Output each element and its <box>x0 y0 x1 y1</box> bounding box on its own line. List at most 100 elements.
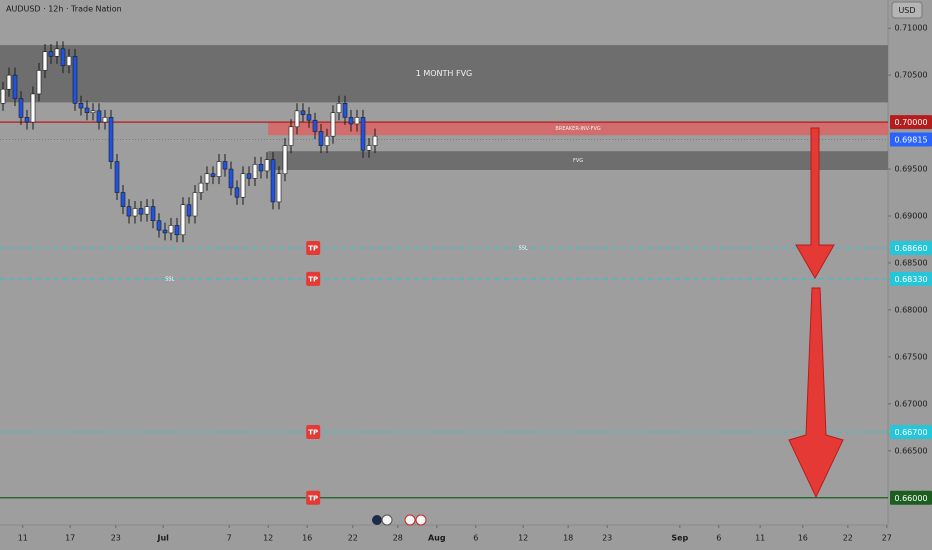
x-tick-label: 6 <box>716 534 721 543</box>
icons <box>372 514 427 526</box>
x-tick-label: 23 <box>111 534 121 543</box>
candle-body <box>60 48 66 67</box>
x-tick-label: 17 <box>65 534 75 543</box>
y-tick-label: 0.68000 <box>894 305 927 314</box>
tp-marker <box>306 271 321 286</box>
candle-body <box>204 173 210 184</box>
candle-body <box>342 103 348 118</box>
candle-body <box>18 98 24 118</box>
level-label: 0.68330 <box>894 275 927 284</box>
x-tick-label: 7 <box>227 534 232 543</box>
level-label-box <box>890 132 932 147</box>
x-tick-label: 12 <box>518 534 528 543</box>
x-tick-label: 23 <box>602 534 612 543</box>
zone <box>268 122 888 136</box>
annotation: SSL <box>519 245 528 251</box>
zone <box>0 45 888 103</box>
level-label-box <box>890 115 932 130</box>
tp-label: TP <box>308 275 318 283</box>
chart-title: AUDUSD · 12h · Trade Nation <box>6 5 122 14</box>
candle-body <box>66 56 72 67</box>
candle-body <box>336 103 342 114</box>
candle-body <box>258 164 264 172</box>
candle-body <box>240 173 246 198</box>
candle-body <box>132 208 138 217</box>
level-label: 0.66000 <box>894 494 927 503</box>
zone-label: BREAKER-INV-FVG <box>555 126 600 132</box>
candle-body <box>0 88 6 104</box>
icon <box>381 514 393 526</box>
arrow <box>788 287 844 499</box>
candle-body <box>324 135 330 146</box>
currency-label: USD <box>898 6 915 15</box>
x-tick-label: Jul <box>156 534 169 543</box>
candle-body <box>210 173 216 177</box>
candle-body <box>144 206 150 215</box>
candle-body <box>42 51 48 71</box>
icon <box>404 514 416 526</box>
candle-body <box>330 112 336 137</box>
level-label: 0.70000 <box>894 118 927 127</box>
level-label: 0.69815 <box>894 135 927 144</box>
candle-body <box>72 56 78 104</box>
candle-body <box>162 229 168 234</box>
candle-body <box>198 182 204 193</box>
y-tick-label: 0.69000 <box>894 212 927 221</box>
candle-body <box>300 110 306 115</box>
zones: 1 MONTH FVG BREAKER-INV-FVG FVG <box>0 45 888 170</box>
tp-label: TP <box>308 494 318 502</box>
candle-body <box>228 168 234 189</box>
candle-body <box>246 173 252 179</box>
tp-marker <box>306 425 321 440</box>
candle-body <box>216 161 222 177</box>
candle-body <box>318 131 324 146</box>
x-tick-label: Aug <box>428 534 446 543</box>
x-tick-label: Sep <box>671 534 688 543</box>
zone <box>268 151 888 170</box>
tp-label: TP <box>308 429 318 437</box>
candle-body <box>174 225 180 236</box>
candle-body <box>48 51 54 57</box>
level-label: 0.68660 <box>894 244 927 253</box>
candle-body <box>372 135 378 146</box>
candle-body <box>168 225 174 234</box>
candle-body <box>366 145 372 151</box>
y-tick-label: 0.68500 <box>894 258 927 267</box>
zone-label: 1 MONTH FVG <box>416 69 473 78</box>
candle-body <box>192 192 198 217</box>
candle-body <box>156 220 162 231</box>
x-tick-label: 16 <box>798 534 808 543</box>
candle-body <box>150 206 156 222</box>
icon <box>372 515 382 525</box>
tp-label: TP <box>308 244 318 252</box>
levels: SSL SSL TP TP TP TP <box>0 121 888 505</box>
candle-body <box>30 93 36 123</box>
level-label-box <box>890 425 932 440</box>
x-tick-label: 6 <box>473 534 478 543</box>
candle-body <box>270 159 276 203</box>
candle-body <box>114 161 120 193</box>
candle-body <box>282 145 288 175</box>
candle-body <box>54 48 60 57</box>
currency-box[interactable] <box>891 1 923 19</box>
level-label-box <box>890 240 932 255</box>
tp-marker <box>306 240 321 255</box>
candle-body <box>6 74 12 90</box>
candle-body <box>120 192 126 207</box>
candle-body <box>90 110 96 114</box>
candle-body <box>234 187 240 198</box>
arrows <box>788 127 844 499</box>
candle-body <box>186 204 192 217</box>
candle-body <box>96 110 102 123</box>
candle-body <box>102 117 108 123</box>
candle-body <box>12 74 18 99</box>
candle-body <box>306 114 312 121</box>
candle-body <box>222 161 228 170</box>
y-tick-label: 0.66500 <box>894 446 927 455</box>
candle-body <box>108 117 114 162</box>
candle-body <box>276 173 282 203</box>
x-tick-label: 22 <box>348 534 358 543</box>
candle-body <box>126 206 132 217</box>
level-label-box <box>890 271 932 286</box>
